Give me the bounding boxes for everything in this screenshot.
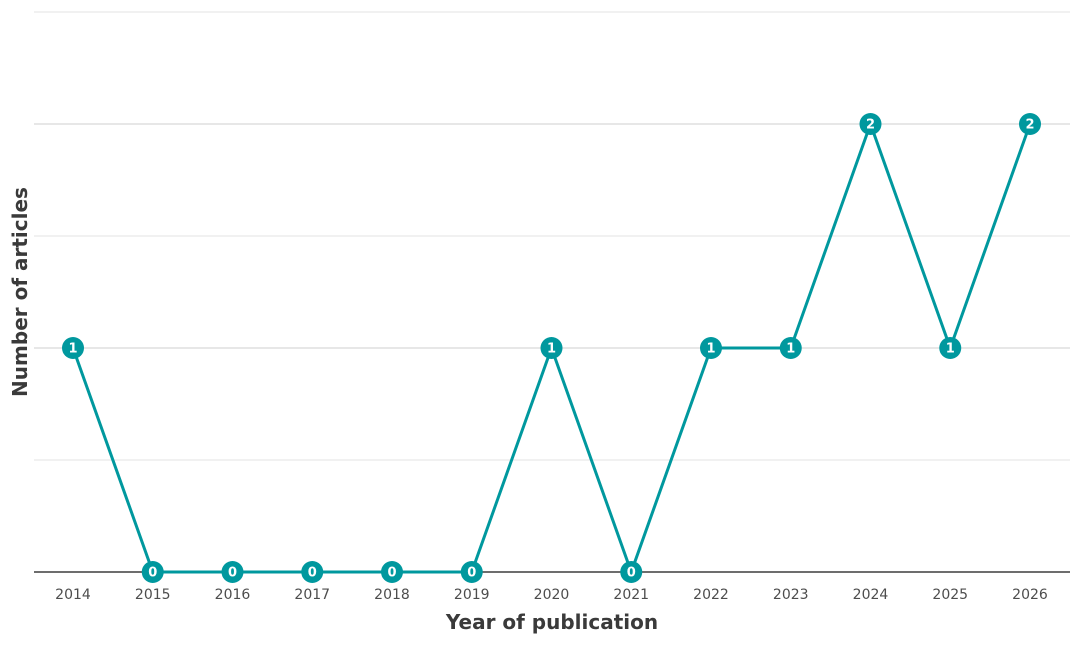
data-point: 0 [221, 561, 244, 583]
data-point-label: 1 [68, 342, 77, 357]
data-point-marker [460, 561, 483, 583]
x-tick-label: 2016 [215, 587, 251, 603]
y-axis-title: Number of articles [8, 187, 32, 397]
data-point-label: 1 [547, 342, 556, 357]
data-point: 0 [301, 561, 324, 583]
data-point-label: 1 [946, 342, 955, 357]
x-tick-label: 2018 [374, 587, 410, 603]
data-point: 1 [939, 337, 962, 359]
data-point-marker [700, 337, 722, 359]
data-point-marker [939, 337, 962, 359]
data-point: 2 [859, 113, 882, 135]
data-point: 1 [62, 337, 84, 359]
data-point: 1 [700, 337, 722, 359]
data-point: 2 [1019, 113, 1041, 135]
data-point: 1 [779, 337, 802, 359]
data-point: 0 [381, 561, 403, 583]
x-tick-label: 2026 [1012, 587, 1048, 603]
data-point-label: 1 [786, 342, 795, 357]
data-point-marker [1019, 113, 1041, 135]
data-point-marker [301, 561, 324, 583]
data-point-label: 0 [228, 566, 237, 581]
data-point: 0 [141, 561, 164, 583]
data-point: 0 [460, 561, 483, 583]
data-point-label: 0 [627, 566, 636, 581]
gridlines [34, 11, 1070, 461]
data-point: 1 [540, 337, 563, 359]
data-point-marker [859, 113, 882, 135]
data-point-marker [620, 561, 643, 583]
x-tick-label: 2022 [693, 587, 729, 603]
data-point-label: 2 [866, 118, 875, 133]
data-point: 0 [620, 561, 643, 583]
data-point-marker [540, 337, 563, 359]
data-point-marker [62, 337, 84, 359]
data-point-label: 1 [706, 342, 715, 357]
data-point-marker [381, 561, 403, 583]
x-axis-title: Year of publication [445, 610, 658, 634]
data-point-label: 0 [467, 566, 476, 581]
x-tick-label: 2025 [932, 587, 968, 603]
x-tick-label: 2019 [454, 587, 490, 603]
x-tick-label: 2017 [294, 587, 330, 603]
data-point-label: 0 [387, 566, 396, 581]
x-tick-label: 2021 [613, 587, 649, 603]
x-tick-label: 2020 [534, 587, 570, 603]
data-point-marker [779, 337, 802, 359]
data-point-label: 0 [308, 566, 317, 581]
x-tick-labels: 2014 2015 2016 2017 2018 2019 2020 2021 2022 2023… [55, 587, 1048, 603]
data-point-label: 2 [1025, 118, 1034, 133]
data-point-marker [141, 561, 164, 583]
x-tick-label: 2023 [773, 587, 809, 603]
data-points: 1 0 0 0 0 0 1 0 1 1 2 1 2 [62, 113, 1041, 583]
x-tick-label: 2015 [135, 587, 171, 603]
data-point-marker [221, 561, 244, 583]
data-point-label: 0 [148, 566, 157, 581]
x-tick-label: 2014 [55, 587, 91, 603]
x-tick-label: 2024 [853, 587, 889, 603]
